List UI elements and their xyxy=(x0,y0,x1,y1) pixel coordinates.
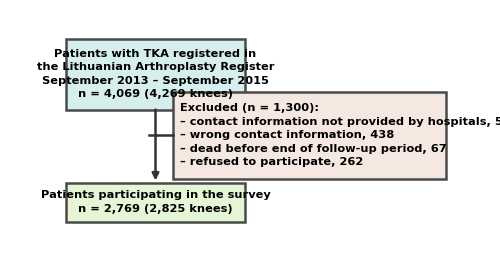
Text: Patients participating in the survey
n = 2,769 (2,825 knees): Patients participating in the survey n =… xyxy=(40,190,270,214)
FancyBboxPatch shape xyxy=(66,183,244,222)
FancyBboxPatch shape xyxy=(66,39,244,110)
Text: Excluded (n = 1,300):
– contact information not provided by hospitals, 533
– wro: Excluded (n = 1,300): – contact informat… xyxy=(180,103,500,167)
Text: Patients with TKA registered in
the Lithuanian Arthroplasty Register
September 2: Patients with TKA registered in the Lith… xyxy=(37,49,274,100)
FancyBboxPatch shape xyxy=(173,92,446,179)
